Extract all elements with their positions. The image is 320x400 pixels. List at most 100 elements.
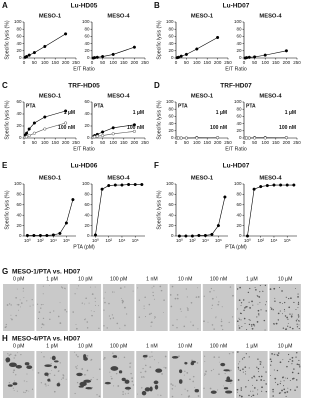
cell [91,314,93,317]
cell [244,307,246,309]
data-point [93,233,98,237]
data-point [195,136,199,140]
cell [213,356,216,358]
cell-cluster [225,379,233,383]
y-tick-label: 40 [16,41,22,46]
cell [186,307,188,309]
cell [245,373,247,375]
annotation: PTA [94,103,104,109]
cell [110,375,112,377]
cell [81,302,83,304]
y-axis-label: Specific lysis (%) [4,20,10,59]
y-tick-label: 80 [236,26,242,31]
cell [236,308,238,310]
cell [280,392,282,394]
data-point [133,182,137,187]
cell [213,328,215,330]
y-tick-label: 20 [84,123,90,128]
cell [13,369,16,372]
cell [42,317,45,320]
micrograph [202,284,235,331]
cell [297,316,300,318]
data-point [132,45,136,49]
cell [245,387,247,388]
series-label: 100 nM [279,125,296,131]
cell [26,373,28,375]
cell [291,360,294,362]
micrograph [102,284,135,331]
cell [250,395,252,397]
x-tick-label: 150 [272,140,280,145]
cell [275,381,276,383]
image-label: 1 pM [46,276,58,282]
cell [117,357,119,359]
cell [273,323,275,325]
cell [76,381,79,384]
x-tick-label: 150 [120,140,128,145]
cell [241,358,244,360]
cell [274,297,276,299]
cell [207,321,209,323]
cell [289,326,291,329]
cell [149,356,151,358]
cell [94,286,96,288]
subplot-title: MESO-4 [259,176,282,182]
y-tick-label: 0 [87,55,90,60]
cell [231,316,234,318]
cell [13,357,15,359]
cell [112,317,115,319]
y-tick-label: 100 [234,19,242,24]
cell [251,300,253,303]
cell [176,327,178,329]
x-tick-label: 50 [252,60,258,65]
cell [20,353,22,356]
cell [40,304,43,306]
y-tick-label: 100 [234,99,242,104]
cell [283,309,286,311]
y-tick-label: 60 [16,202,22,207]
cell [253,387,256,389]
data-point [184,136,188,140]
y-tick-label: 20 [16,48,22,53]
y-tick-label: 0 [19,135,22,140]
x-axis-label: PTA (pM) [225,244,247,250]
cell [180,310,182,312]
cell-cluster [155,368,163,373]
annotation: PTA [26,103,36,109]
y-tick-label: 40 [84,212,90,217]
cell [263,379,265,382]
cell [144,370,147,373]
cell [265,304,267,306]
cell [163,366,165,368]
cell [296,352,298,354]
data-point [253,55,257,59]
cell-cluster [110,366,119,371]
cell [164,355,167,358]
x-tick-label: 200 [283,140,291,145]
cell [16,390,18,392]
cell [179,308,182,310]
y-tick-label: 0 [239,135,242,140]
cell [50,357,52,359]
cell [8,303,11,305]
cell [204,361,206,362]
cell [255,288,257,291]
cell [204,373,207,375]
cell [287,325,289,327]
cell [10,317,12,319]
cell [252,384,254,386]
y-axis-label: Specific lysis (%) [4,100,10,139]
data-point [272,183,276,187]
cell [270,364,272,366]
cell [277,383,279,386]
cell [20,306,22,308]
cell [297,307,299,308]
cell [197,328,199,330]
cell [298,359,300,361]
x-tick-label: 250 [141,60,149,65]
cell [258,371,260,373]
cell [293,301,295,304]
cell-cluster [53,365,57,369]
cell [296,318,298,320]
data-point [43,44,47,49]
